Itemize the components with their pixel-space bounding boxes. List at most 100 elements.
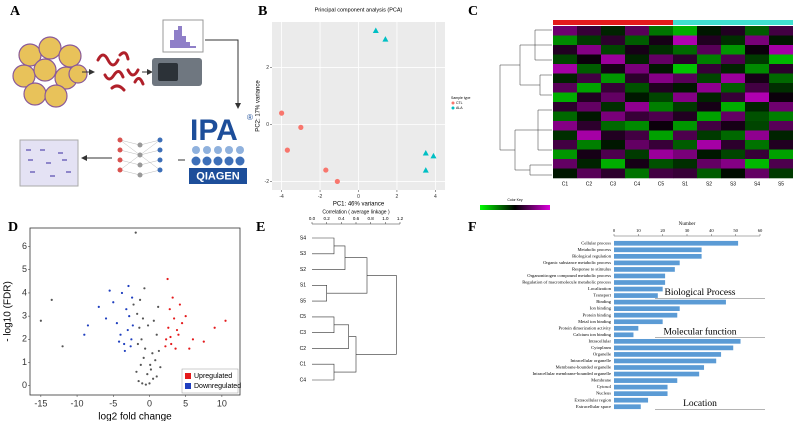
legend-label: Upregulated [194, 373, 232, 380]
dot [203, 146, 211, 154]
bar [614, 253, 702, 259]
heat-cell [721, 140, 746, 150]
node [157, 147, 163, 153]
y-tick-label: 4 [22, 287, 27, 297]
point [170, 342, 173, 346]
point [104, 317, 108, 320]
registered-mark: ® [247, 113, 253, 122]
point [120, 291, 124, 295]
bar [614, 325, 639, 331]
category-label: Binding [596, 299, 612, 304]
dendrogram-branch [334, 336, 357, 373]
bar [614, 358, 717, 364]
x-tick-label: 0.2 [324, 216, 331, 221]
point [137, 379, 140, 383]
column-group-bar [673, 20, 698, 25]
heat-cell [625, 121, 650, 131]
heat-cell [697, 111, 722, 122]
point [50, 298, 53, 302]
point [213, 326, 216, 329]
heat-cell [745, 149, 770, 160]
chart-title: Principal component analysis (PCA) [315, 7, 403, 13]
legend-swatch [185, 383, 191, 389]
group-label: Location [683, 399, 717, 409]
cell [44, 84, 68, 108]
point [138, 326, 141, 329]
heat-cell [769, 130, 793, 141]
heat-cell [601, 92, 626, 103]
leaf-label: C5 [300, 314, 307, 320]
point [165, 338, 168, 341]
heat-cell [673, 102, 698, 112]
heat-cell [577, 54, 602, 65]
point [152, 319, 155, 322]
heat-cell [673, 83, 698, 93]
heat-cell [553, 92, 578, 103]
heat-cell [553, 83, 578, 93]
heat-cell [745, 54, 770, 65]
point [167, 326, 170, 329]
heat-cell [769, 149, 793, 160]
dot [202, 156, 212, 166]
node [117, 157, 123, 163]
point [188, 347, 191, 350]
bar [614, 299, 726, 305]
heat-cell [601, 149, 626, 160]
heat-cell [601, 102, 626, 112]
legend-label: CTL [456, 101, 463, 105]
point [142, 356, 145, 359]
x-axis-label: PC1: 46% variance [333, 202, 385, 208]
bar [614, 286, 663, 292]
screen-histogram [170, 26, 196, 48]
cell-cluster [12, 36, 88, 108]
point [157, 349, 160, 353]
point [180, 321, 184, 325]
point [284, 147, 290, 153]
heat-cell [745, 130, 770, 141]
heat-cell [577, 92, 602, 103]
heat-cell [745, 92, 770, 103]
point [173, 317, 176, 320]
category-label: Intracellular organelle [570, 358, 611, 363]
heat-cell [553, 45, 578, 55]
y-axis-label: - log10 (FDR) [3, 281, 14, 342]
heat-cell [697, 64, 722, 74]
bar [614, 345, 734, 351]
node [157, 167, 163, 173]
heat-cell [769, 159, 793, 169]
y-tick-label: 0 [266, 122, 269, 128]
heat-cell [745, 102, 770, 112]
column-group-bar [745, 20, 770, 25]
heat-cell [721, 121, 746, 131]
x-tick-label: 10 [636, 228, 641, 233]
category-label: Organonitrogen compound metabolic proces… [527, 273, 611, 278]
dendrogram-branch [312, 237, 335, 255]
heat-cell [553, 159, 578, 169]
y-axis-label: PC2: 17% variance [256, 80, 262, 132]
y-tick-label: -2 [265, 179, 270, 185]
leaf-label: C1 [300, 362, 307, 368]
category-label: Membrane-bounded organelle [556, 365, 611, 370]
point [123, 342, 126, 346]
point [97, 305, 100, 308]
heat-cell [769, 121, 793, 131]
node [157, 157, 163, 163]
heat-cell [673, 92, 698, 103]
point [132, 303, 135, 306]
point [134, 231, 137, 234]
heat-cell [769, 73, 793, 84]
category-label: Protein binding [583, 312, 612, 317]
group-label: Molecular function [663, 326, 736, 337]
heat-cell [577, 168, 602, 179]
point [146, 373, 149, 376]
heat-cell [577, 102, 602, 112]
point [149, 368, 153, 371]
x-tick-label: -10 [71, 399, 84, 409]
point [334, 178, 340, 185]
cell [58, 44, 82, 68]
point [202, 340, 205, 343]
point [141, 382, 144, 385]
dendrogram-branch [312, 316, 335, 333]
x-tick-label: 30 [685, 228, 690, 233]
heat-cell [625, 45, 650, 55]
